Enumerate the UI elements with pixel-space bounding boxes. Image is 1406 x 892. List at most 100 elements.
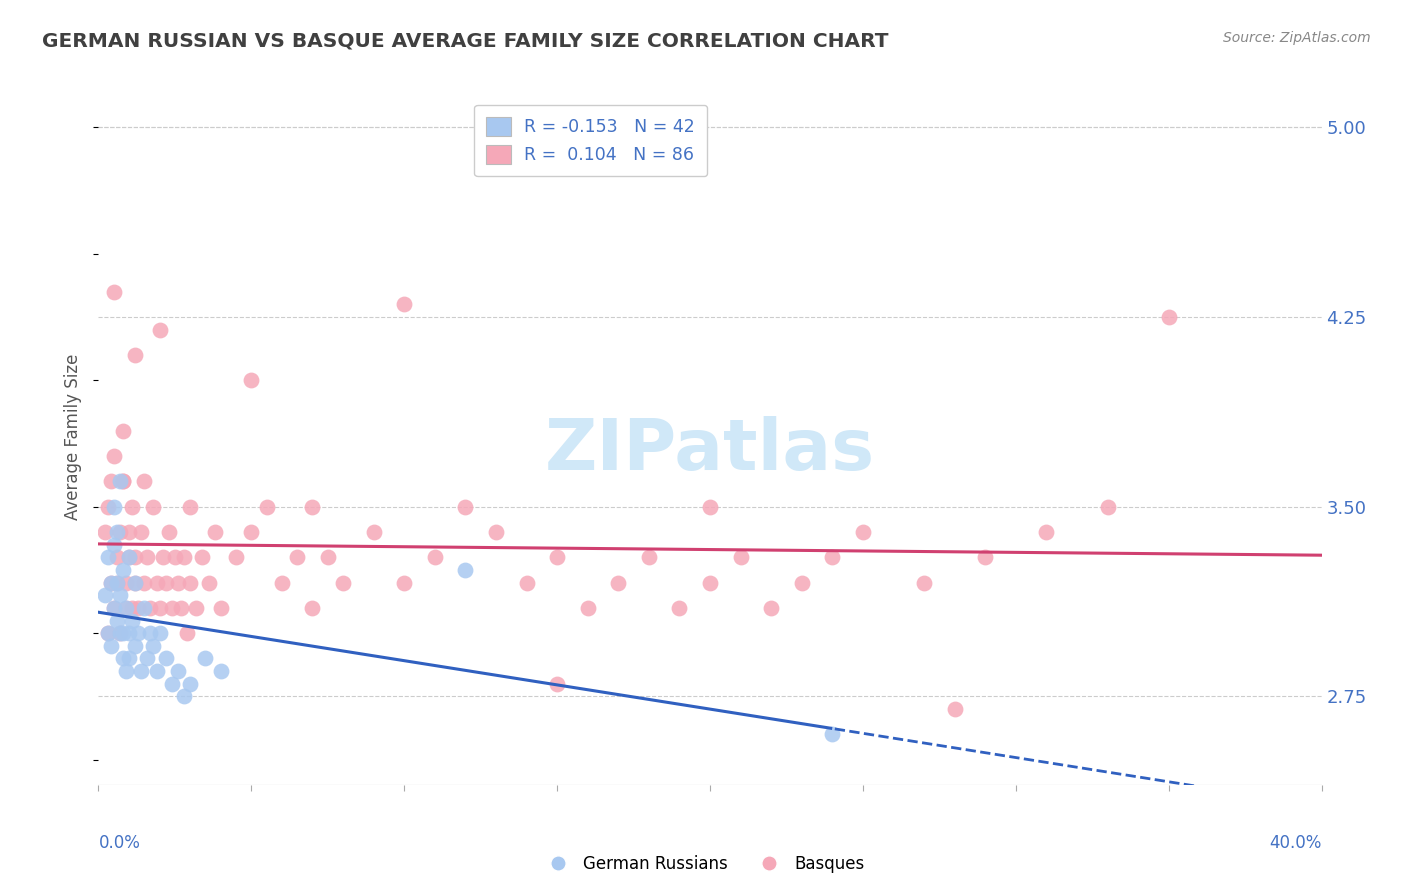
Point (111, 651, 134, 665)
Point (97, 626, 120, 640)
Point (240, 524, 263, 539)
Point (516, 575, 538, 590)
Point (209, 664, 232, 678)
Point (97, 500, 120, 514)
Point (454, 563, 477, 577)
Point (103, 600, 125, 615)
Point (155, 575, 177, 590)
Point (546, 550, 568, 565)
Point (145, 575, 167, 590)
Point (100, 639, 122, 653)
Point (115, 600, 138, 615)
Point (93, 524, 115, 539)
Point (115, 600, 138, 615)
Point (167, 575, 190, 590)
Point (111, 626, 134, 640)
Point (118, 550, 141, 565)
Point (821, 727, 844, 741)
Point (111, 475, 134, 489)
Point (170, 600, 193, 615)
Point (912, 575, 935, 590)
Point (145, 664, 167, 678)
Point (332, 575, 354, 590)
Point (139, 626, 162, 640)
Point (179, 575, 201, 590)
Point (124, 575, 146, 590)
Point (108, 475, 131, 489)
Legend: R = -0.153   N = 42, R =  0.104   N = 86: R = -0.153 N = 42, R = 0.104 N = 86 (474, 105, 707, 177)
Point (285, 550, 308, 565)
Point (160, 677, 183, 691)
Point (124, 348, 146, 362)
Point (256, 500, 278, 514)
Point (129, 524, 152, 539)
Point (699, 575, 721, 590)
Point (197, 575, 219, 590)
Point (111, 563, 134, 577)
Point (129, 664, 152, 678)
Point (152, 550, 174, 565)
Point (115, 575, 138, 590)
Point (118, 626, 141, 640)
Point (124, 575, 146, 590)
Point (392, 575, 416, 590)
Point (173, 690, 195, 704)
Point (576, 600, 599, 615)
Point (105, 550, 128, 565)
Point (852, 524, 875, 539)
Point (105, 524, 128, 539)
Point (103, 285, 125, 299)
Point (1157, 310, 1180, 324)
Point (974, 550, 997, 565)
Point (134, 600, 156, 615)
Point (363, 524, 385, 539)
Point (118, 524, 141, 539)
Point (149, 600, 172, 615)
Text: 40.0%: 40.0% (1270, 834, 1322, 852)
Point (176, 626, 198, 640)
Legend: German Russians, Basques: German Russians, Basques (534, 848, 872, 880)
Point (97, 626, 120, 640)
Point (155, 651, 177, 665)
Point (485, 524, 508, 539)
Point (97, 550, 120, 565)
Point (108, 626, 131, 640)
Text: GERMAN RUSSIAN VS BASQUE AVERAGE FAMILY SIZE CORRELATION CHART: GERMAN RUSSIAN VS BASQUE AVERAGE FAMILY … (42, 31, 889, 50)
Point (108, 588, 131, 602)
Point (790, 575, 813, 590)
Point (173, 550, 195, 565)
Point (423, 550, 446, 565)
Point (127, 600, 149, 615)
Point (105, 575, 128, 590)
Point (316, 550, 339, 565)
Point (546, 677, 568, 691)
Point (103, 600, 125, 615)
Point (103, 538, 125, 552)
Text: 0.0%: 0.0% (98, 834, 141, 852)
Point (136, 550, 159, 565)
Point (124, 639, 146, 653)
Point (179, 500, 201, 514)
Point (100, 475, 122, 489)
Point (186, 600, 208, 615)
Point (124, 550, 146, 565)
Point (100, 575, 122, 590)
Point (115, 664, 138, 678)
Point (121, 614, 143, 628)
Point (191, 550, 214, 565)
Point (167, 664, 190, 678)
Point (111, 475, 134, 489)
Point (194, 651, 217, 665)
Point (759, 600, 782, 615)
Point (103, 449, 125, 463)
Point (454, 500, 477, 514)
Point (225, 550, 247, 565)
Point (637, 550, 661, 565)
Point (105, 614, 128, 628)
Point (240, 373, 263, 387)
Point (160, 600, 183, 615)
Point (668, 600, 690, 615)
Point (103, 500, 125, 514)
Point (301, 600, 323, 615)
Point (209, 600, 232, 615)
